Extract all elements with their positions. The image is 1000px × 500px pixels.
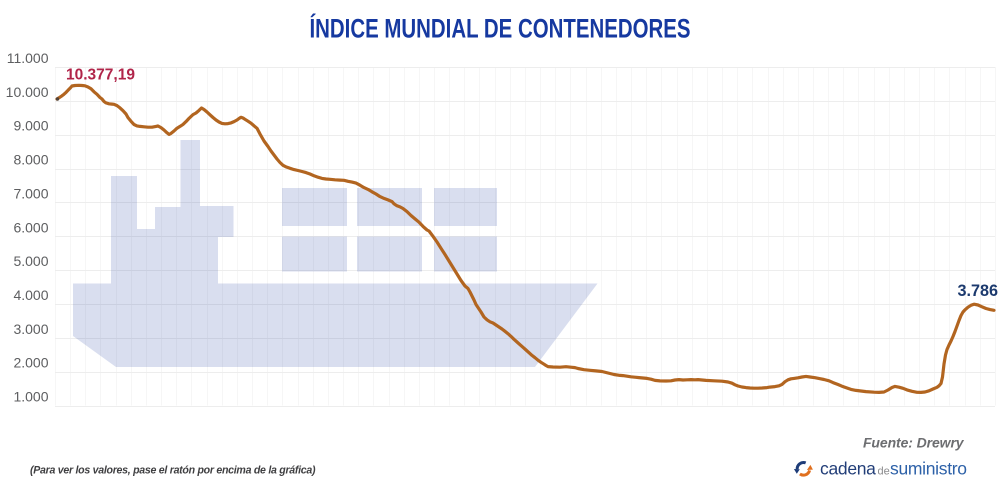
svg-text:6.000: 6.000 (13, 219, 48, 235)
svg-text:7.000: 7.000 (13, 185, 48, 201)
svg-text:2.000: 2.000 (13, 355, 48, 371)
svg-text:11.000: 11.000 (7, 50, 49, 66)
svg-text:4.000: 4.000 (13, 287, 48, 303)
svg-text:3.786: 3.786 (957, 282, 998, 300)
svg-text:1.000: 1.000 (13, 389, 48, 405)
svg-text:(Para ver los valores, pase el: (Para ver los valores, pase el ratón por… (30, 465, 316, 477)
svg-text:3.000: 3.000 (13, 321, 48, 337)
svg-text:ÍNDICE MUNDIAL DE CONTENEDORES: ÍNDICE MUNDIAL DE CONTENEDORES (309, 13, 690, 45)
svg-text:10.377,19: 10.377,19 (66, 66, 135, 83)
svg-text:cadena: cadena (820, 459, 876, 479)
svg-text:10.000: 10.000 (6, 84, 49, 100)
svg-text:8.000: 8.000 (13, 152, 48, 168)
svg-text:Fuente: Drewry: Fuente: Drewry (863, 434, 965, 450)
svg-text:de: de (878, 466, 890, 478)
svg-text:9.000: 9.000 (13, 118, 48, 134)
svg-text:5.000: 5.000 (13, 253, 48, 269)
svg-text:suministro: suministro (890, 459, 967, 479)
